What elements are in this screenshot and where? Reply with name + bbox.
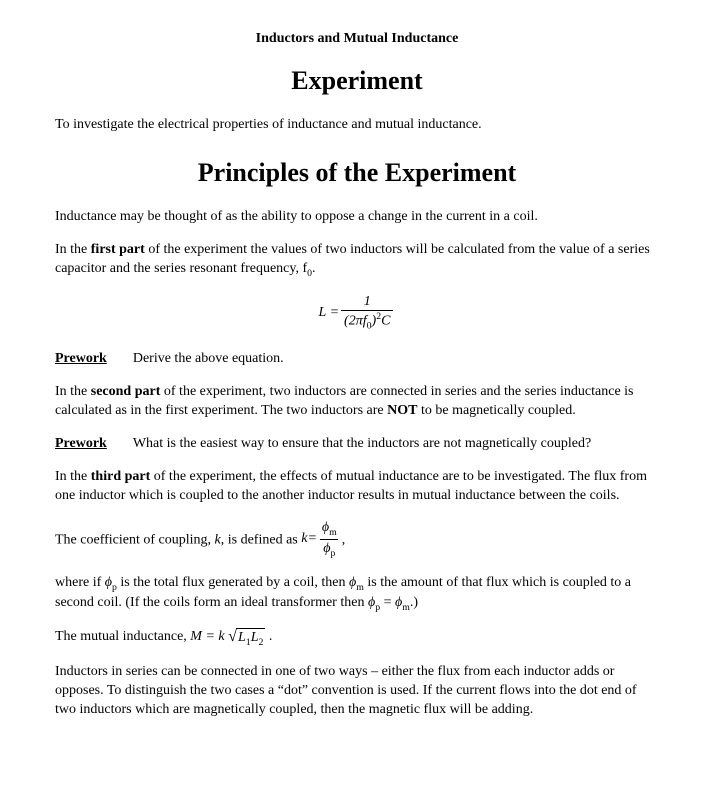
text-first-part: first part [91, 242, 145, 257]
equation-L: L = 1 (2πf0)2C [55, 294, 659, 333]
text: (2 [344, 314, 356, 329]
text: to be magnetically coupled. [417, 403, 575, 418]
text-third-part: third part [91, 469, 151, 484]
denominator: ϕp [320, 539, 338, 560]
subscript: m [402, 602, 410, 613]
prework-text: Derive the above equation. [133, 351, 284, 366]
sqrt: √ L1L2 [228, 628, 265, 649]
text: , is defined as [221, 532, 301, 547]
text: The mutual inductance, [55, 629, 190, 644]
M: M [190, 629, 202, 644]
L1: L [238, 630, 246, 645]
radical-sign: √ [228, 629, 237, 645]
text: In the [55, 384, 91, 399]
text: is the total flux generated by a coil, t… [117, 575, 349, 590]
eq-lhs: L = [319, 304, 339, 323]
paragraph-flux-explain: where if ϕp is the total flux generated … [55, 574, 659, 614]
paragraph-third-part: In the third part of the experiment, the… [55, 468, 659, 506]
paragraph-inductance-def: Inductance may be thought of as the abil… [55, 208, 659, 227]
subscript-m: m [329, 527, 337, 538]
k: k [218, 629, 224, 644]
phi-p: ϕp [368, 595, 380, 610]
equals: = [307, 530, 316, 549]
numerator: 1 [361, 294, 374, 310]
equals: = [202, 629, 218, 644]
text: , [342, 532, 346, 547]
text: In the [55, 242, 91, 257]
text: .) [410, 595, 418, 610]
phi: ϕ [105, 575, 112, 590]
text: = [380, 595, 395, 610]
prework-label: Prework [55, 351, 107, 366]
numerator: ϕm [319, 520, 340, 540]
pi: π [356, 314, 363, 329]
phi-m: ϕm [395, 595, 410, 610]
prework-1: Prework Derive the above equation. [55, 350, 659, 369]
text: In the [55, 469, 91, 484]
C: C [381, 314, 390, 329]
intro-paragraph: To investigate the electrical properties… [55, 116, 659, 135]
text: where if [55, 575, 105, 590]
paragraph-mutual-inductance: The mutual inductance, M = k √ L1L2 . [55, 628, 659, 649]
text-second-part: second part [91, 384, 161, 399]
fraction: ϕm ϕp [319, 520, 340, 560]
subscript: 2 [258, 637, 263, 648]
phi-p: ϕp [105, 575, 117, 590]
heading-experiment: Experiment [55, 63, 659, 98]
radicand: L1L2 [236, 628, 265, 649]
prework-text: What is the easiest way to ensure that t… [133, 436, 591, 451]
paragraph-coupling-coef: The coefficient of coupling, k, is defin… [55, 520, 659, 560]
subscript-p: p [331, 548, 336, 559]
subscript: m [356, 582, 364, 593]
paragraph-first-part: In the first part of the experiment the … [55, 241, 659, 280]
text: . [269, 629, 273, 644]
text: The coefficient of coupling, [55, 532, 215, 547]
text-not: NOT [387, 403, 417, 418]
prework-label: Prework [55, 436, 107, 451]
text: of the experiment the values of two indu… [55, 242, 650, 276]
paragraph-dot-convention: Inductors in series can be connected in … [55, 663, 659, 720]
equation-k: k = ϕm ϕp [301, 520, 342, 560]
phi: ϕ [323, 541, 330, 556]
phi-m: ϕm [349, 575, 364, 590]
prework-2: Prework What is the easiest way to ensure… [55, 435, 659, 454]
document-header: Inductors and Mutual Inductance [55, 30, 659, 49]
denominator: (2πf0)2C [341, 310, 393, 332]
heading-principles: Principles of the Experiment [55, 155, 659, 190]
fraction: 1 (2πf0)2C [341, 294, 393, 333]
text: . [312, 261, 316, 276]
paragraph-second-part: In the second part of the experiment, tw… [55, 383, 659, 421]
equation-M: M = k √ L1L2 [190, 629, 269, 644]
